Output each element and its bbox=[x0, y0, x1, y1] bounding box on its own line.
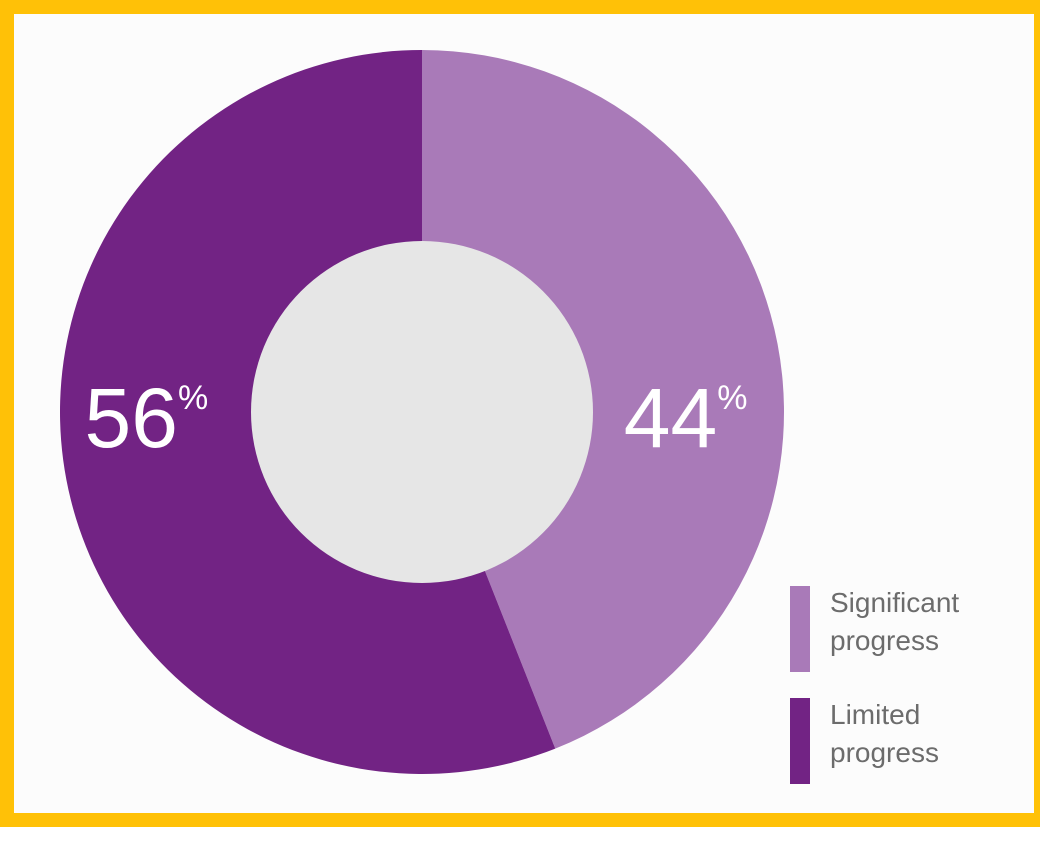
legend: Significant progress Limited progress bbox=[782, 584, 1040, 808]
legend-label-significant-progress: Significant progress bbox=[830, 584, 1030, 660]
legend-swatch-significant-progress bbox=[790, 586, 810, 672]
legend-label-line: Significant bbox=[830, 587, 960, 618]
legend-swatch-limited-progress bbox=[790, 698, 810, 784]
legend-label-limited-progress: Limited progress bbox=[830, 696, 1030, 772]
legend-label-line: Limited bbox=[830, 699, 921, 730]
legend-label-line: progress bbox=[830, 737, 939, 768]
data-label-significant-progress: 44% bbox=[624, 371, 748, 465]
slice-significant-progress bbox=[422, 50, 785, 749]
donut-hole bbox=[251, 241, 593, 583]
legend-item-significant-progress: Significant progress bbox=[782, 584, 1040, 684]
legend-item-limited-progress: Limited progress bbox=[782, 696, 1040, 796]
donut-chart: 44% 56% bbox=[60, 50, 785, 774]
legend-label-line: progress bbox=[830, 625, 939, 656]
data-label-limited-progress: 56% bbox=[85, 371, 209, 465]
